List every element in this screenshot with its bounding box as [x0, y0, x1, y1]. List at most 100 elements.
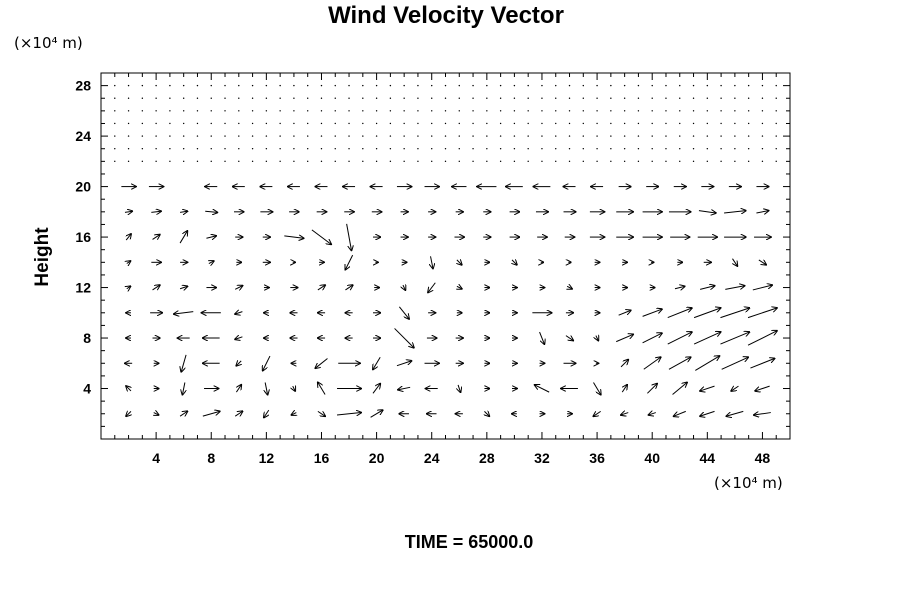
wind-vector [293, 386, 295, 391]
calm-point [127, 160, 130, 163]
calm-point [265, 110, 268, 112]
wind-vector [346, 223, 352, 250]
calm-point [720, 84, 722, 87]
calm-point [734, 135, 736, 137]
calm-point [307, 97, 309, 99]
calm-point [375, 84, 378, 87]
wind-vector [202, 411, 220, 417]
wind-vector [642, 333, 662, 344]
wind-vector [674, 286, 685, 288]
wind-vector [758, 260, 766, 265]
calm-point [417, 97, 419, 99]
calm-point [127, 122, 130, 125]
x-tick-label: 16 [314, 450, 330, 466]
calm-point [251, 148, 254, 150]
x-axis: 4 8 12 16 20 24 28 32 36 40 44 48 [114, 73, 777, 466]
calm-point [472, 148, 474, 150]
calm-point [224, 97, 226, 99]
calm-point [362, 84, 364, 87]
calm-point [238, 135, 240, 137]
calm-point [747, 160, 750, 163]
calm-point [320, 97, 323, 99]
calm-point [417, 122, 419, 125]
calm-point [486, 84, 488, 87]
x-tick-label: 20 [369, 450, 385, 466]
calm-point [692, 122, 695, 125]
calm-point [679, 148, 681, 150]
calm-point [555, 97, 557, 99]
calm-point [403, 148, 405, 150]
calm-point [375, 160, 378, 163]
calm-point [224, 160, 226, 163]
calm-point [692, 160, 695, 163]
calm-point [527, 135, 529, 137]
calm-point [431, 135, 433, 137]
calm-point [320, 148, 323, 150]
wind-vector [725, 286, 744, 290]
calm-point [196, 110, 199, 112]
y-tick-label: 28 [75, 78, 91, 94]
wind-vector [457, 260, 462, 265]
calm-point [141, 84, 144, 87]
calm-point [293, 84, 295, 87]
calm-point [431, 122, 433, 125]
calm-point [582, 97, 584, 99]
calm-point [417, 84, 419, 87]
calm-point [610, 135, 612, 137]
wind-vector [264, 409, 269, 417]
calm-point [720, 110, 722, 112]
calm-point [210, 148, 212, 150]
calm-point [293, 160, 295, 163]
calm-point [389, 135, 392, 137]
wind-vector [372, 384, 380, 394]
calm-point [389, 84, 392, 87]
calm-point [706, 122, 709, 125]
wind-vector [667, 332, 692, 345]
calm-point [403, 97, 405, 99]
calm-point [499, 160, 502, 163]
calm-point [555, 135, 557, 137]
y-tick-label: 8 [83, 330, 91, 346]
calm-point [375, 110, 378, 112]
wind-vector [756, 211, 768, 213]
wind-vector [621, 413, 629, 415]
calm-point [596, 122, 598, 125]
calm-point [499, 97, 502, 99]
calm-point [279, 160, 281, 163]
wind-vector [345, 254, 354, 269]
calm-point [486, 148, 488, 150]
wind-vector [234, 411, 242, 416]
wind-vector [596, 336, 598, 341]
calm-point [444, 84, 447, 87]
calm-point [458, 122, 460, 125]
calm-point [692, 148, 695, 150]
calm-point [251, 84, 254, 87]
calm-point [279, 122, 281, 125]
wind-vector [182, 382, 184, 395]
calm-point [265, 135, 268, 137]
wind-vector [754, 413, 771, 415]
calm-point [651, 84, 653, 87]
wind-vector [484, 411, 489, 416]
calm-point [734, 110, 736, 112]
calm-point [499, 110, 502, 112]
calm-point [389, 148, 392, 150]
wind-vector [345, 285, 352, 290]
calm-point [334, 135, 336, 137]
calm-point [720, 148, 722, 150]
calm-point [444, 97, 447, 99]
calm-point [623, 135, 626, 137]
calm-point [747, 148, 750, 150]
calm-point [720, 160, 722, 163]
calm-point [251, 122, 254, 125]
calm-point [182, 135, 185, 137]
calm-point [610, 97, 612, 99]
calm-point [155, 148, 157, 150]
calm-point [637, 84, 640, 87]
wind-vector [398, 306, 409, 319]
wind-vector [151, 211, 161, 212]
wind-vector [720, 332, 749, 345]
calm-point [348, 97, 350, 99]
wind-vector [674, 410, 686, 416]
